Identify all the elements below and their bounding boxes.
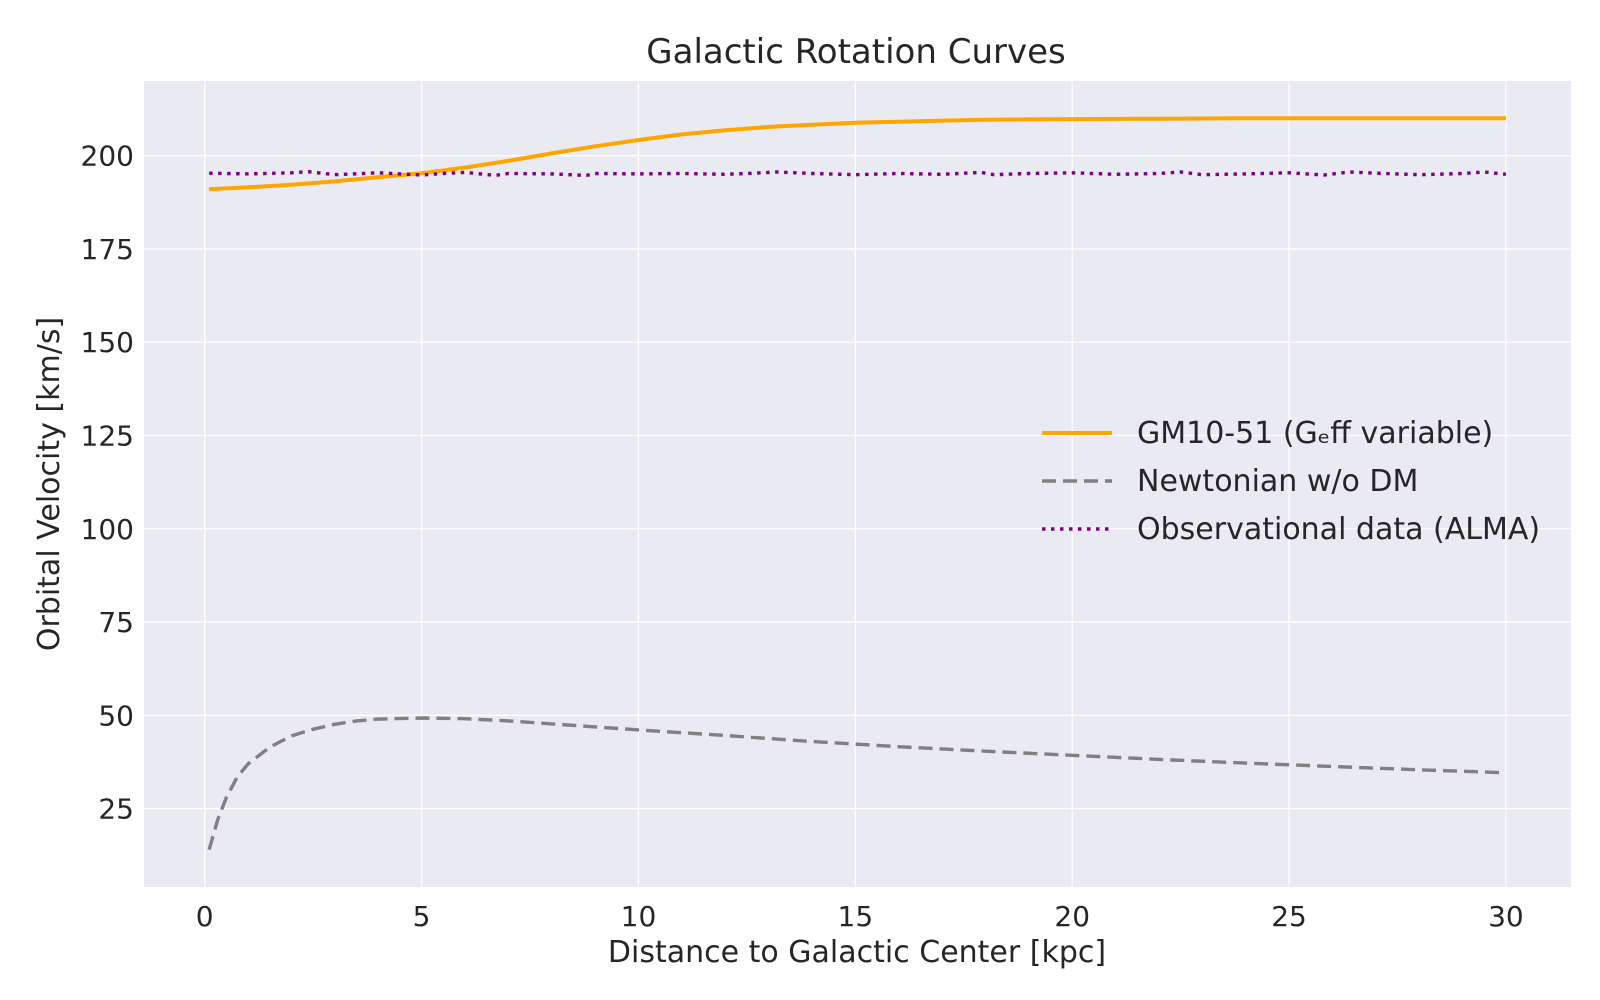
series-layer bbox=[207, 116, 1507, 851]
y-axis-label: Orbital Velocity [km/s] bbox=[32, 317, 67, 651]
x-tick-label: 20 bbox=[1054, 900, 1090, 933]
series-line-1 bbox=[209, 116, 1506, 192]
x-axis-label: Distance to Galactic Center [kpc] bbox=[608, 935, 1106, 970]
legend: GM10-51 (Gₑff variable) Newtonian w/o DM O… bbox=[1042, 416, 1540, 547]
x-axis-ticks: 0 5 10 15 20 25 30 bbox=[196, 900, 1524, 933]
x-tick-label: 30 bbox=[1488, 900, 1524, 933]
series-line-3 bbox=[209, 169, 1507, 178]
y-tick-label: 175 bbox=[81, 233, 134, 266]
y-tick-label: 100 bbox=[81, 513, 134, 546]
chart-title: Galactic Rotation Curves bbox=[646, 32, 1065, 72]
x-tick-label: 25 bbox=[1271, 900, 1307, 933]
legend-label-1: GM10-51 (Gₑff variable) bbox=[1137, 416, 1493, 451]
series-line-2 bbox=[207, 716, 1506, 851]
grid bbox=[144, 81, 1571, 887]
legend-label-2: Newtonian w/o DM bbox=[1137, 464, 1418, 499]
y-axis-ticks: 25 50 75 100 125 150 175 200 bbox=[81, 140, 134, 826]
x-tick-label: 5 bbox=[413, 900, 431, 933]
x-tick-label: 0 bbox=[196, 900, 214, 933]
plot-area bbox=[144, 81, 1571, 887]
legend-label-3: Observational data (ALMA) bbox=[1137, 512, 1540, 547]
x-tick-label: 15 bbox=[838, 900, 874, 933]
y-tick-label: 125 bbox=[81, 419, 134, 452]
y-tick-label: 50 bbox=[98, 699, 134, 732]
x-tick-label: 10 bbox=[621, 900, 657, 933]
y-tick-label: 150 bbox=[81, 326, 134, 359]
y-tick-label: 25 bbox=[98, 793, 134, 826]
y-tick-label: 200 bbox=[81, 140, 134, 173]
y-tick-label: 75 bbox=[98, 606, 134, 639]
